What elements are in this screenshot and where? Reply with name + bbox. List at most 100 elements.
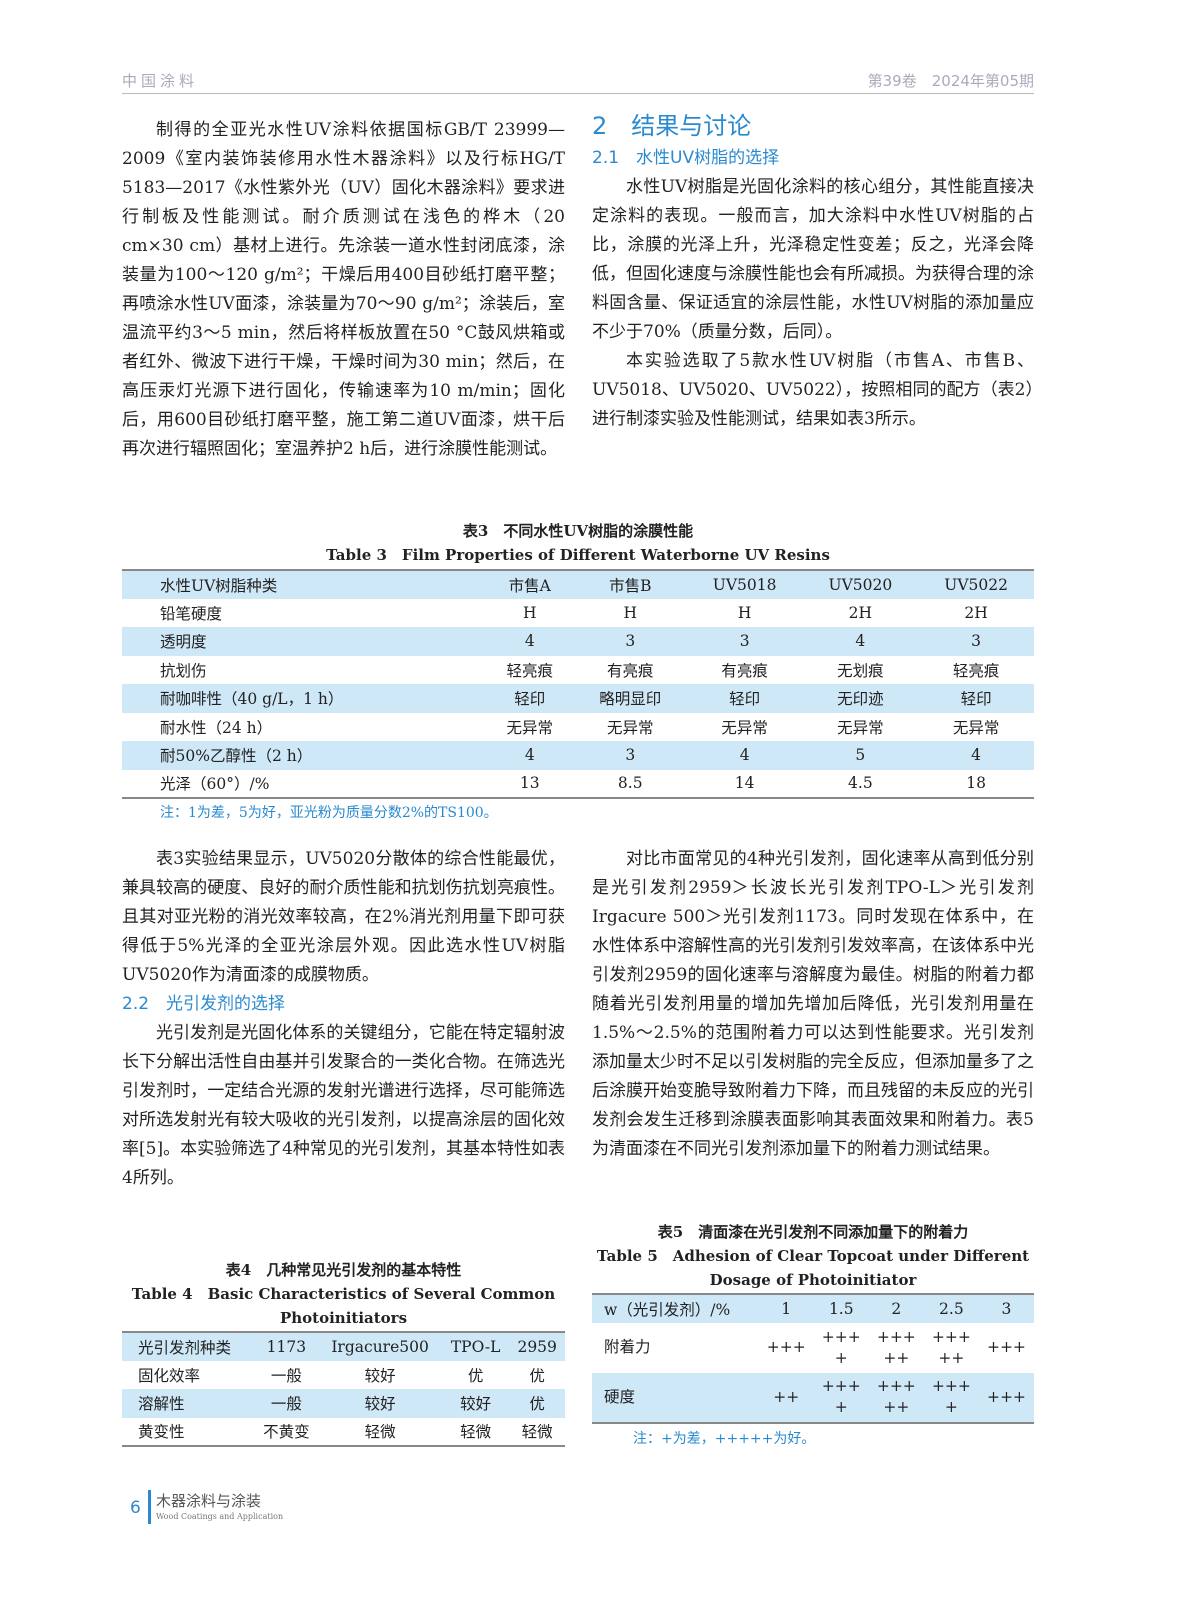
table-row: 透明度 4 3 3 4 3 <box>122 627 1034 656</box>
table-row: 铅笔硬度 H H H 2H 2H <box>122 599 1034 628</box>
table-cell: +++ ++ <box>876 1377 916 1416</box>
table-row: 溶解性 一般 较好 较好 优 <box>122 1389 565 1418</box>
table-cell: 4 <box>739 746 750 765</box>
caption-en: Table 3 Film Properties of Different Wat… <box>326 546 830 564</box>
table-row: 黄变性 不黄变 轻微 轻微 轻微 <box>122 1418 565 1447</box>
table-cell: 4 <box>855 632 866 651</box>
table-cell: 轻印 <box>729 690 761 709</box>
table-cell: 较好 <box>364 1395 396 1414</box>
table5: w（光引发剂）/% 1 1.5 2 2.5 3 附着力 +++ +++ + +++ ++ +++ ++ ++… <box>592 1293 1034 1424</box>
header-cell: 市售B <box>609 576 652 595</box>
table-cell: 轻亮痕 <box>506 661 554 680</box>
paragraph: 水性UV树脂是光固化涂料的核心组分，其性能直接决定涂料的表现。一般而言，加大涂料… <box>592 177 1034 342</box>
table-header-row: w（光引发剂）/% 1 1.5 2 2.5 3 <box>592 1294 1034 1323</box>
table-cell: H <box>737 603 752 622</box>
table-cell: 3 <box>971 632 982 651</box>
table5-note: 注：+为差，+++++为好。 <box>633 1431 816 1447</box>
table-cell: 轻印 <box>514 690 546 709</box>
footer-journal-cn: 木器涂料与涂装 <box>156 1492 262 1510</box>
table-cell: 附着力 <box>604 1338 651 1356</box>
right-column-top: 2 结果与讨论 2.1 水性UV树脂的选择 水性UV树脂是光固化涂料的核心组分，… <box>592 108 1034 434</box>
table-cell: 轻印 <box>960 690 992 709</box>
table-header-row: 光引发剂种类 1173 Irgacure500 TPO-L 2959 <box>122 1332 565 1361</box>
header-cell: UV5018 <box>712 575 777 594</box>
page-number: 6 <box>130 1498 141 1518</box>
table-cell: 4 <box>524 746 535 765</box>
table-cell: 固化效率 <box>138 1366 201 1385</box>
table-cell: 轻微 <box>521 1423 553 1442</box>
table-cell: 一般 <box>270 1366 302 1385</box>
table-cell: +++ ++ <box>931 1327 971 1367</box>
table-cell: 优 <box>529 1366 545 1385</box>
table-cell: 硬度 <box>604 1387 636 1406</box>
table-row: 硬度 ++ +++ + +++ ++ +++ + +++ <box>592 1372 1034 1423</box>
table-cell: 3 <box>625 632 636 651</box>
table-cell: 有亮痕 <box>607 661 654 680</box>
table-cell: 2H <box>848 603 873 622</box>
header-cell: 1 <box>781 1299 792 1318</box>
table-cell: 8.5 <box>617 774 643 793</box>
table-cell: 光泽（60°）/% <box>160 775 270 794</box>
table-cell: 无异常 <box>721 718 768 737</box>
table-cell: 2H <box>964 603 988 622</box>
header-cell: 光引发剂种类 <box>138 1338 232 1357</box>
paragraph: 对比市面常见的4种光引发剂，固化速率从高到低分别是光引发剂2959＞长波长光引发… <box>592 849 1034 1159</box>
caption-cn: 表3 不同水性UV树脂的涂膜性能 <box>462 522 694 540</box>
left-column-middle: 表3实验结果显示，UV5020分散体的综合性能最优，兼具较高的硬度、良好的耐介质… <box>122 845 565 1193</box>
table-cell: 不黄变 <box>263 1423 310 1442</box>
table-cell: 轻微 <box>364 1423 396 1442</box>
paragraph: 本实验选取了5款水性UV树脂（市售A、市售B、UV5018、UV5020、UV5… <box>592 351 1034 429</box>
issue-info: 第39卷 2024年第05期 <box>867 72 1034 90</box>
table-cell: 优 <box>529 1395 545 1414</box>
table-cell: +++ + <box>931 1377 971 1416</box>
header-cell: w（光引发剂）/% <box>604 1300 731 1319</box>
header-cell: Irgacure500 <box>331 1337 429 1356</box>
running-header: 中国涂料 第39卷 2024年第05期 <box>122 70 1034 94</box>
table-cell: 5 <box>855 746 866 765</box>
table-row: 固化效率 一般 较好 优 优 <box>122 1361 565 1390</box>
header-cell: 市售A <box>508 576 551 595</box>
header-cell: 水性UV树脂种类 <box>160 576 278 595</box>
table-cell: 无印迹 <box>837 690 884 709</box>
table-cell: 轻亮痕 <box>952 661 1000 680</box>
table-cell: +++ + <box>821 1377 861 1416</box>
table-cell: +++ <box>766 1338 806 1356</box>
table-row: 光泽（60°）/% 13 8.5 14 4.5 18 <box>122 770 1034 799</box>
table-cell: 抗划伤 <box>160 661 207 680</box>
table4: 光引发剂种类 1173 Irgacure500 TPO-L 2959 固化效率 一般 较好优优… <box>122 1331 565 1447</box>
table-cell: +++ <box>986 1387 1026 1406</box>
paragraph: 表3实验结果显示，UV5020分散体的综合性能最优，兼具较高的硬度、良好的耐介质… <box>122 849 565 985</box>
footer-divider <box>148 1490 151 1524</box>
table-cell: 14 <box>734 774 755 793</box>
table-cell: 无异常 <box>607 718 654 737</box>
right-column-middle: 对比市面常见的4种光引发剂，固化速率从高到低分别是光引发剂2959＞长波长光引发… <box>592 845 1034 1164</box>
table-cell: 3 <box>625 746 636 765</box>
table-cell: 无异常 <box>837 718 884 737</box>
table5-caption: 表5 清面漆在光引发剂不同添加量下的附着力 Table 5 Adhesion o… <box>592 1220 1034 1292</box>
table-cell: H <box>623 603 638 622</box>
table-cell: 3 <box>739 632 750 651</box>
table-cell: 轻微 <box>460 1423 492 1442</box>
journal-name: 中国涂料 <box>122 72 199 90</box>
section-heading: 2 结果与讨论 <box>592 112 752 140</box>
table-cell: 无划痕 <box>837 661 884 680</box>
table-cell: 溶解性 <box>138 1395 185 1414</box>
table-row: 耐50%乙醇性（2 h） 4 3 4 5 4 <box>122 741 1034 770</box>
table-cell: 耐咖啡性（40 g/L，1 h） <box>160 690 344 709</box>
table-cell: 4 <box>524 632 535 651</box>
header-cell: TPO-L <box>450 1337 501 1356</box>
table3-caption: 表3 不同水性UV树脂的涂膜性能 Table 3 Film Properties… <box>122 519 1034 567</box>
footer-journal-en: Wood Coatings and Application <box>156 1512 284 1521</box>
table-cell: 一般 <box>270 1395 302 1414</box>
table-cell: 较好 <box>460 1395 492 1414</box>
header-cell: UV5020 <box>828 575 893 594</box>
table-cell: 黄变性 <box>138 1423 185 1442</box>
caption-en: Table 5 Adhesion of Clear Topcoat under … <box>596 1247 1030 1289</box>
header-cell: 2959 <box>517 1337 557 1356</box>
table-cell: 优 <box>467 1366 484 1385</box>
table4-caption: 表4 几种常见光引发剂的基本特性 Table 4 Basic Character… <box>122 1258 565 1330</box>
caption-en: Table 4 Basic Characteristics of Several… <box>131 1285 556 1327</box>
table-cell: 耐水性（24 h） <box>160 718 273 737</box>
paragraph: 制得的全亚光水性UV涂料依据国标GB/T 23999—2009《室内装饰装修用水… <box>122 120 565 459</box>
caption-cn: 表5 清面漆在光引发剂不同添加量下的附着力 <box>657 1223 969 1241</box>
